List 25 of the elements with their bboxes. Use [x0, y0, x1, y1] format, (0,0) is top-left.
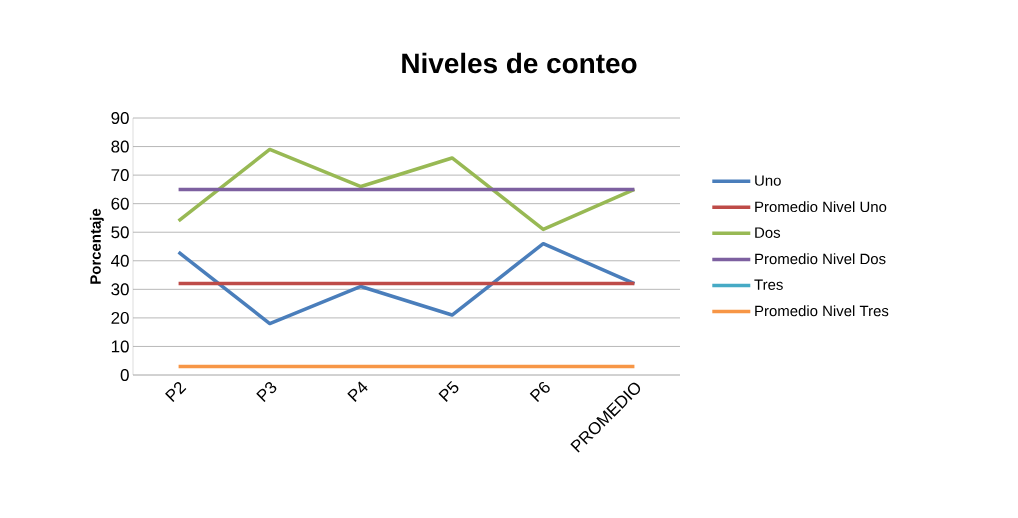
legend-label: Promedio Nivel Uno: [755, 201, 887, 213]
y-tick-label: 90: [111, 112, 129, 124]
legend-label: Promedio Nivel Tres: [755, 305, 889, 317]
y-tick-label: 70: [111, 169, 129, 182]
y-tick-label: 10: [111, 340, 129, 353]
y-axis-title: Porcentaje: [89, 208, 104, 284]
chart-title: Niveles de conteo: [402, 52, 637, 74]
y-tick-label: 50: [111, 226, 129, 239]
x-tick-label: P3: [256, 381, 277, 402]
x-tick-label: P2: [165, 381, 187, 402]
legend-label: Promedio Nivel Dos: [755, 253, 886, 265]
y-tick-label: 40: [111, 254, 129, 267]
x-tick-label: P6: [529, 381, 550, 402]
line-series: [176, 147, 637, 232]
legend-label: Uno: [755, 175, 781, 186]
y-tick-label: 60: [111, 197, 129, 210]
x-tick-label: P4: [347, 381, 368, 402]
y-tick-label: 30: [111, 283, 129, 296]
y-tick-label: 80: [111, 140, 129, 153]
x-tick-label: P5: [438, 380, 459, 402]
line-series: [176, 241, 637, 326]
legend-label: Tres: [754, 279, 783, 290]
legend-label: Dos: [755, 227, 781, 238]
y-tick-label: 0: [120, 369, 129, 381]
y-tick-label: 20: [111, 311, 129, 324]
